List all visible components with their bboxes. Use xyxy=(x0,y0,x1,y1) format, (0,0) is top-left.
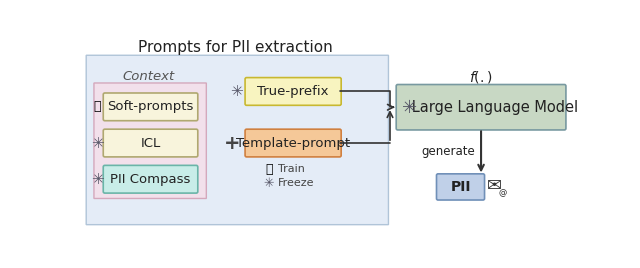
Text: ✳: ✳ xyxy=(91,172,104,187)
Text: @: @ xyxy=(499,188,508,197)
Text: Prompts for PII extraction: Prompts for PII extraction xyxy=(138,40,332,55)
FancyBboxPatch shape xyxy=(103,129,198,157)
Text: True-prefix: True-prefix xyxy=(257,85,329,98)
Text: Context: Context xyxy=(122,70,174,83)
FancyBboxPatch shape xyxy=(245,129,341,157)
Text: generate: generate xyxy=(421,146,475,158)
Text: Template-prompt: Template-prompt xyxy=(236,136,350,150)
Text: +: + xyxy=(223,133,240,152)
Text: Freeze: Freeze xyxy=(278,178,314,188)
FancyBboxPatch shape xyxy=(103,165,198,193)
Text: PII Compass: PII Compass xyxy=(110,173,191,186)
Text: Soft-prompts: Soft-prompts xyxy=(108,100,194,113)
Text: ✳: ✳ xyxy=(91,136,104,151)
FancyBboxPatch shape xyxy=(86,55,388,225)
Text: ✳: ✳ xyxy=(264,177,275,189)
Text: Train: Train xyxy=(278,164,305,174)
FancyBboxPatch shape xyxy=(103,93,198,121)
Text: 🔥: 🔥 xyxy=(266,163,273,176)
Text: ✳: ✳ xyxy=(230,84,243,99)
Text: Large Language Model: Large Language Model xyxy=(384,100,578,115)
Text: ✉: ✉ xyxy=(487,177,502,195)
Text: 🔥: 🔥 xyxy=(93,100,101,113)
Text: ✳: ✳ xyxy=(402,99,417,117)
Text: ICL: ICL xyxy=(140,136,161,150)
FancyBboxPatch shape xyxy=(396,84,566,130)
Text: PII: PII xyxy=(451,180,471,194)
FancyBboxPatch shape xyxy=(94,83,206,199)
FancyBboxPatch shape xyxy=(436,174,484,200)
Text: $f(.)$: $f(.)$ xyxy=(469,69,492,85)
FancyBboxPatch shape xyxy=(245,78,341,105)
